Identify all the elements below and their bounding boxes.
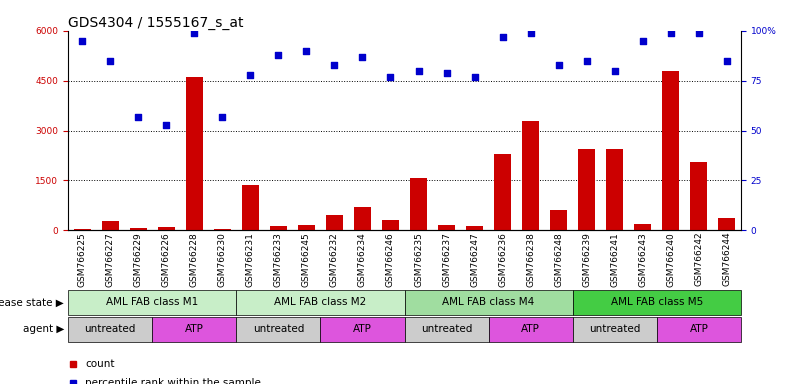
Point: [468, 74, 481, 80]
Bar: [522, 121, 539, 230]
Bar: [405, 290, 573, 315]
Text: AML FAB class M2: AML FAB class M2: [274, 297, 367, 308]
Text: ATP: ATP: [521, 324, 540, 334]
Bar: [578, 149, 595, 230]
Point: [272, 51, 285, 58]
Bar: [298, 225, 315, 230]
Point: [553, 61, 566, 68]
Point: [328, 61, 341, 68]
Text: count: count: [85, 359, 115, 369]
Bar: [214, 229, 231, 230]
Bar: [662, 71, 679, 230]
Bar: [634, 224, 651, 230]
Bar: [690, 162, 707, 230]
Bar: [382, 220, 399, 230]
Bar: [236, 317, 320, 342]
Point: [441, 70, 453, 76]
Bar: [68, 290, 236, 315]
Bar: [657, 317, 741, 342]
Point: [413, 68, 425, 74]
Bar: [573, 290, 741, 315]
Bar: [236, 290, 405, 315]
Point: [636, 38, 649, 44]
Point: [356, 54, 369, 60]
Text: untreated: untreated: [589, 324, 641, 334]
Point: [104, 58, 117, 64]
Bar: [158, 227, 175, 230]
Text: agent ▶: agent ▶: [22, 324, 64, 334]
Bar: [466, 226, 483, 230]
Text: AML FAB class M1: AML FAB class M1: [106, 297, 199, 308]
Point: [244, 71, 256, 78]
Text: untreated: untreated: [252, 324, 304, 334]
Text: AML FAB class M4: AML FAB class M4: [442, 297, 535, 308]
Point: [384, 74, 397, 80]
Bar: [152, 317, 236, 342]
Text: untreated: untreated: [84, 324, 136, 334]
Point: [187, 30, 200, 36]
Bar: [102, 221, 119, 230]
Point: [525, 30, 537, 36]
Bar: [438, 225, 455, 230]
Text: GDS4304 / 1555167_s_at: GDS4304 / 1555167_s_at: [68, 16, 244, 30]
Text: percentile rank within the sample: percentile rank within the sample: [85, 378, 261, 384]
Point: [580, 58, 593, 64]
Point: [497, 34, 509, 40]
Bar: [186, 77, 203, 230]
Bar: [130, 228, 147, 230]
Text: ATP: ATP: [353, 324, 372, 334]
Bar: [326, 215, 343, 230]
Bar: [74, 229, 91, 230]
Bar: [270, 226, 287, 230]
Bar: [410, 178, 427, 230]
Bar: [494, 154, 511, 230]
Point: [692, 30, 705, 36]
Point: [665, 30, 678, 36]
Bar: [320, 317, 405, 342]
Bar: [573, 317, 657, 342]
Point: [300, 48, 312, 54]
Point: [160, 121, 173, 127]
Bar: [354, 207, 371, 230]
Bar: [489, 317, 573, 342]
Point: [609, 68, 622, 74]
Point: [131, 114, 145, 120]
Bar: [606, 149, 623, 230]
Bar: [718, 218, 735, 230]
Point: [720, 58, 733, 64]
Bar: [405, 317, 489, 342]
Text: ATP: ATP: [690, 324, 708, 334]
Point: [75, 38, 89, 44]
Text: ATP: ATP: [185, 324, 203, 334]
Bar: [242, 185, 259, 230]
Point: [216, 114, 229, 120]
Bar: [550, 210, 567, 230]
Text: untreated: untreated: [421, 324, 473, 334]
Bar: [68, 317, 152, 342]
Text: disease state ▶: disease state ▶: [0, 297, 64, 308]
Text: AML FAB class M5: AML FAB class M5: [610, 297, 703, 308]
